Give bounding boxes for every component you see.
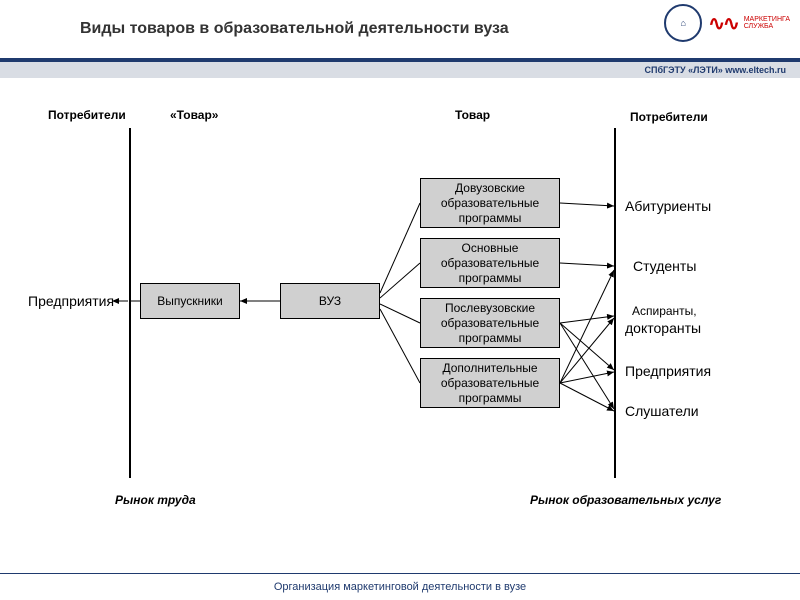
col-tovar-quoted: «Товар» — [170, 108, 218, 122]
logo-text: МАРКЕТИНГА СЛУЖБА — [744, 16, 790, 30]
consumer-enterprises-left: Предприятия — [28, 293, 114, 309]
node-graduates: Выпускники — [140, 283, 240, 319]
node-additional: Дополнительные образовательные программы — [420, 358, 560, 408]
logo-block: ⌂ ∿∿ МАРКЕТИНГА СЛУЖБА — [664, 4, 790, 42]
market-edu: Рынок образовательных услуг — [530, 493, 721, 507]
node-post-uni: Послевузовские образовательные программы — [420, 298, 560, 348]
consumer-aspirants: Аспиранты, — [632, 304, 697, 318]
market-labor: Рынок труда — [115, 493, 196, 507]
node-pre-uni: Довузовские образовательные программы — [420, 178, 560, 228]
consumer-applicants: Абитуриенты — [625, 198, 711, 214]
node-main-edu: Основные образовательные программы — [420, 238, 560, 288]
node-vuz: ВУЗ — [280, 283, 380, 319]
page-title: Виды товаров в образовательной деятельно… — [80, 20, 509, 38]
subheader: СПбГЭТУ «ЛЭТИ» www.eltech.ru — [0, 62, 800, 78]
col-consumers-right: Потребители — [630, 110, 708, 124]
consumer-listeners: Слушатели — [625, 403, 699, 419]
diagram: Потребители «Товар» Товар Потребители Вы… — [0, 78, 800, 558]
col-tovar: Товар — [455, 108, 490, 122]
logo-pulse-icon: ∿∿ — [708, 11, 738, 36]
logo-emblem-icon: ⌂ — [664, 4, 702, 42]
header: Виды товаров в образовательной деятельно… — [0, 0, 800, 62]
consumer-students: Студенты — [633, 258, 696, 274]
col-consumers-left: Потребители — [48, 108, 126, 122]
diagram-lines — [0, 78, 800, 558]
consumer-doctorants: докторанты — [625, 320, 701, 336]
consumer-enterprises-right: Предприятия — [625, 363, 711, 379]
footer: Организация маркетинговой деятельности в… — [0, 573, 800, 600]
